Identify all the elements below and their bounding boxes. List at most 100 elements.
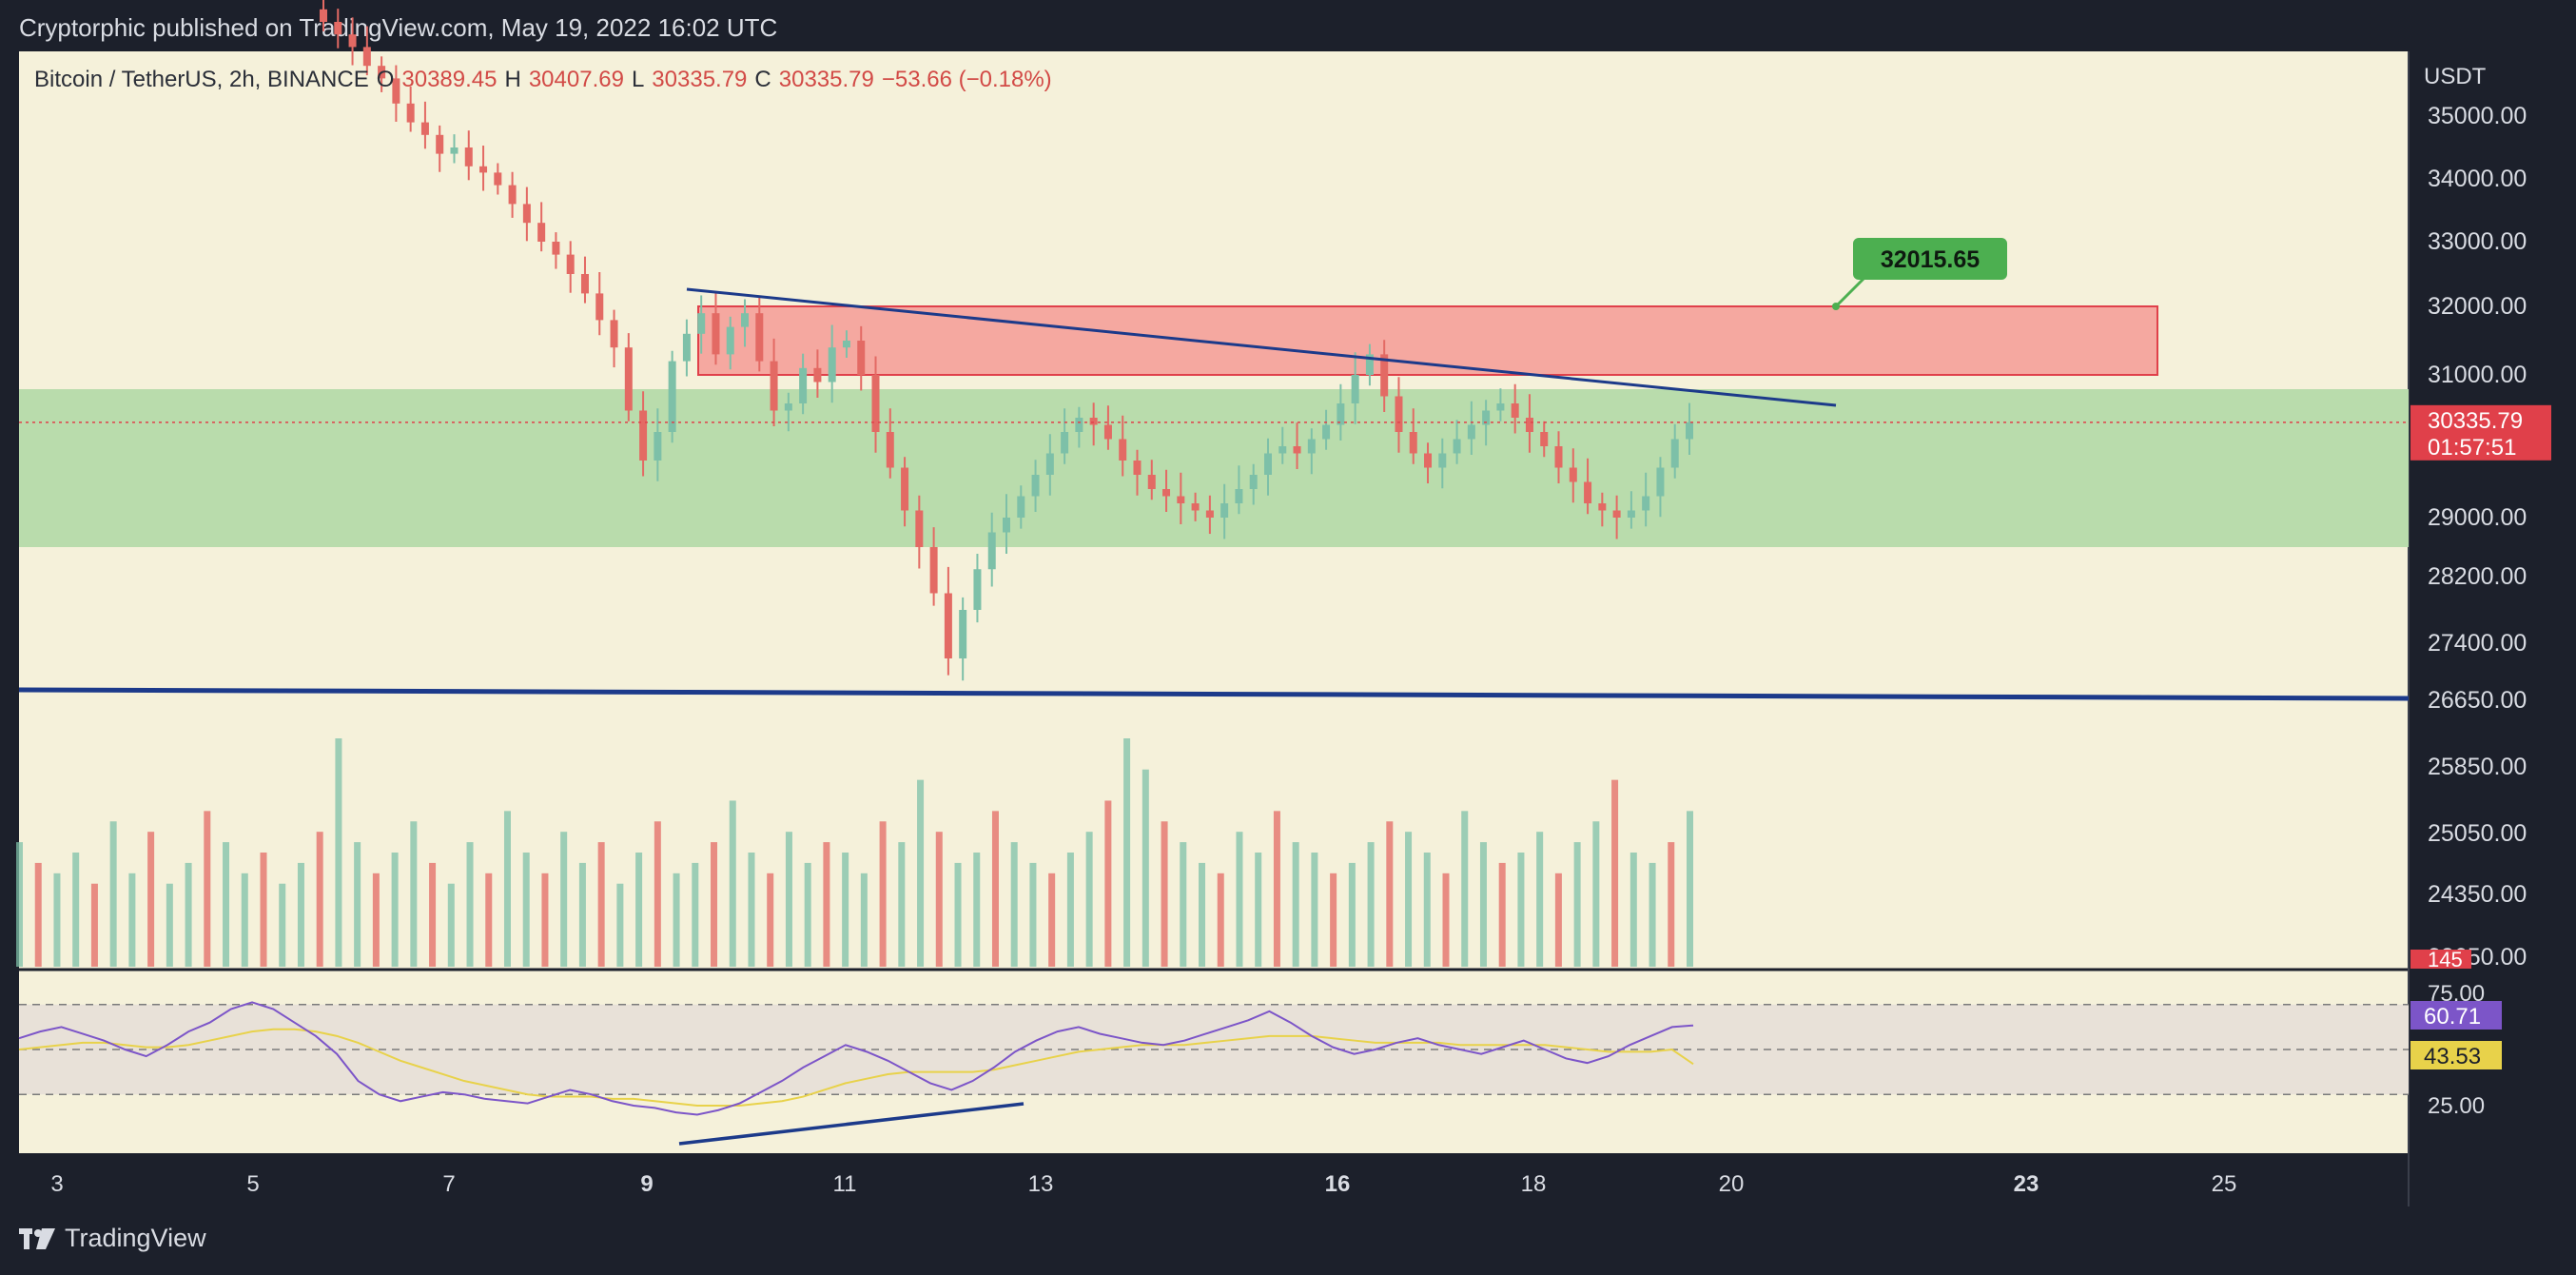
candle-body — [1453, 439, 1461, 454]
high-value: 30407.69 — [528, 67, 624, 92]
candle-body — [1003, 518, 1010, 533]
volume-bar — [1199, 862, 1206, 967]
volume-bar — [297, 862, 304, 967]
candle-body — [420, 122, 429, 135]
candle-body — [1670, 439, 1679, 468]
volume-bar — [1668, 842, 1675, 967]
candle-body — [580, 274, 589, 294]
volume-bar — [917, 779, 925, 967]
candle-body — [1395, 396, 1403, 432]
candle-body — [697, 313, 706, 334]
candle-body — [1598, 503, 1607, 511]
rsi-divergence-line — [678, 1102, 1025, 1146]
symbol-name: Bitcoin / TetherUS, 2h, BINANCE — [34, 67, 369, 92]
volume-bar — [354, 842, 361, 967]
volume-bar — [447, 883, 455, 967]
rsi-line — [18, 1001, 1694, 1116]
volume-bar — [466, 842, 474, 967]
candle-body — [755, 313, 764, 362]
volume-bar — [429, 862, 437, 967]
volume-bar — [1104, 800, 1112, 967]
volume-bar — [53, 873, 61, 967]
volume-bar — [654, 821, 661, 967]
time-tick-label: 25 — [2212, 1171, 2237, 1197]
volume-bar — [316, 832, 323, 967]
time-tick-label: 3 — [50, 1171, 63, 1197]
candle-body — [1525, 418, 1533, 432]
volume-bar — [578, 862, 586, 967]
candle-body — [1061, 432, 1069, 454]
price-tick-label: 25850.00 — [2428, 754, 2527, 780]
candle-body — [712, 313, 720, 355]
volume-bar — [1330, 873, 1337, 967]
candle-body — [1133, 461, 1142, 475]
candle-body — [406, 103, 415, 123]
volume-bar — [748, 853, 755, 967]
volume-bar — [166, 883, 173, 967]
volume-bar — [635, 853, 643, 967]
countdown-label: 01:57:51 — [2428, 435, 2516, 461]
candle-body — [929, 547, 938, 594]
candle-body — [1642, 496, 1650, 511]
candle-body — [479, 166, 488, 173]
rsi-ma-label: 43.53 — [2424, 1044, 2481, 1069]
volume-bar — [1180, 842, 1187, 967]
volume-bar — [372, 873, 380, 967]
price-tick-label: 34000.00 — [2428, 166, 2527, 192]
candle-body — [450, 147, 459, 154]
candle-body — [1220, 503, 1229, 518]
volume-bar — [1630, 853, 1637, 967]
volume-bar — [879, 821, 887, 967]
volume-bar — [1161, 821, 1168, 967]
tradingview-logo-icon — [19, 1227, 55, 1249]
rsi-tick-label: 25.00 — [2428, 1093, 2485, 1119]
candle-body — [1554, 446, 1563, 468]
price-tick-label: 33000.00 — [2428, 228, 2527, 255]
volume-bar — [109, 821, 117, 967]
candle-body — [1656, 467, 1665, 497]
time-tick-label: 7 — [442, 1171, 455, 1197]
volume-bar — [503, 811, 511, 967]
candle-body — [828, 347, 836, 382]
candle-body — [1119, 439, 1127, 461]
volume-bar — [241, 873, 248, 967]
candle-body — [1569, 467, 1577, 482]
volume-bar — [954, 862, 962, 967]
candle-body — [378, 66, 386, 79]
candle-body — [1103, 424, 1112, 440]
candle-body — [1365, 354, 1374, 375]
candle-body — [987, 532, 996, 570]
symbol-legend[interactable]: Bitcoin / TetherUS, 2h, BINANCE O 30389.4… — [34, 67, 1052, 93]
volume-bar — [711, 842, 718, 967]
candle-body — [1278, 446, 1287, 454]
volume-bar — [991, 811, 999, 967]
candle-body — [857, 341, 866, 375]
volume-bar — [541, 873, 549, 967]
candle-body — [1511, 403, 1519, 418]
candle-body — [348, 34, 357, 48]
time-tick-label: 5 — [246, 1171, 259, 1197]
price-tick-label: 25050.00 — [2428, 820, 2527, 847]
candle-body — [654, 432, 662, 461]
candle-body — [1017, 496, 1025, 518]
volume-bar — [1311, 853, 1318, 967]
volume-bar — [485, 873, 493, 967]
volume-bar — [1592, 821, 1600, 967]
brand-name: TradingView — [65, 1224, 206, 1252]
candle-body — [1031, 475, 1040, 497]
candle-body — [741, 313, 750, 327]
candle-body — [464, 147, 473, 167]
candle-body — [624, 347, 633, 411]
volume-bar — [128, 873, 136, 967]
candle-body — [1205, 510, 1214, 518]
volume-bar — [1611, 779, 1619, 967]
time-tick-label: 20 — [1719, 1171, 1745, 1197]
candle-body — [871, 375, 880, 432]
volume-bar — [823, 842, 830, 967]
publish-header: Cryptorphic published on TradingView.com… — [19, 13, 778, 42]
candle-body — [901, 467, 909, 511]
candle-body — [1482, 410, 1491, 425]
footer-brand[interactable]: TradingView — [19, 1224, 206, 1253]
candle-body — [813, 367, 822, 382]
